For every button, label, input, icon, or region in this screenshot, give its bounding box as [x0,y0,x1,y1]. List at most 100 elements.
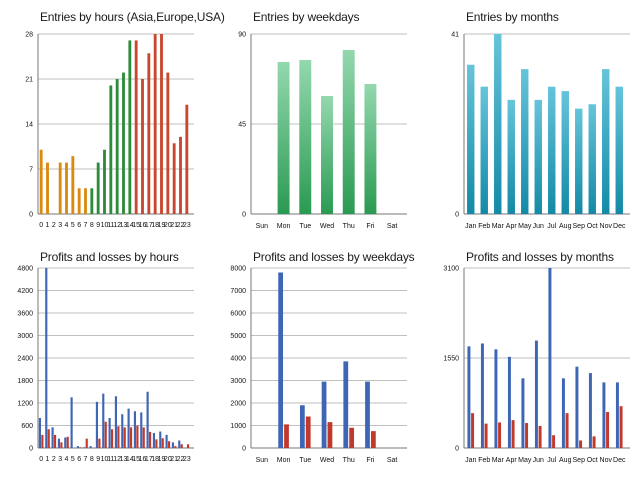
loss-bar [619,406,623,448]
x-tick-label: 18 [151,222,159,229]
loss-bar [186,444,190,448]
x-tick-label: Tue [299,223,311,230]
loss-bar [110,429,114,448]
bar [65,162,68,214]
x-tick-label: Mar [492,223,505,230]
profit-bar [89,446,92,448]
profit-bar [38,418,42,448]
x-tick-label: 21 [170,222,178,229]
x-tick-label: 10 [101,456,109,463]
bar [561,91,569,214]
bar [575,108,583,214]
profit-bar [480,343,484,448]
x-tick-label: Tue [299,457,311,464]
x-tick-label: 22 [177,456,185,463]
profit-bar [159,431,162,448]
bar [46,162,49,214]
bar [172,143,176,214]
profit-bar [321,381,327,448]
y-tick-label: 21 [25,77,33,84]
x-tick-label: Sep [573,223,586,230]
x-tick-label: Nov [600,223,613,230]
x-tick-label: 11 [107,456,114,463]
y-tick-label: 8000 [230,266,246,273]
x-tick-label: 7 [84,222,88,229]
x-tick-label: 21 [170,456,178,463]
profit-bar [76,446,80,448]
profit-bar [561,378,565,448]
profit-bar [494,349,498,448]
x-tick-label: Jan [465,457,476,464]
x-tick-label: May [518,223,532,230]
profit-bar [534,340,538,448]
x-tick-label: 7 [84,456,88,463]
bar [494,34,502,214]
profit-bar [140,412,143,448]
bar [534,99,542,214]
profit-bar [146,391,149,448]
y-tick-label: 0 [455,212,459,219]
loss-bar [579,440,583,448]
x-tick-label: Sun [256,457,269,464]
bar [147,53,151,215]
x-tick-label: 14 [126,222,134,229]
x-tick-label: 5 [71,456,75,463]
x-tick-label: Sat [387,223,398,230]
bar [160,34,163,214]
chart-title: Entries by weekdays [253,10,360,24]
chart-title: Profits and losses by hours [40,250,179,264]
y-tick-label: 7000 [230,288,246,295]
y-tick-label: 0 [29,446,33,453]
chart-pl-by-months: Profits and losses by months 0 1550 3100 Ja… [426,240,639,480]
y-tick-label: 2000 [230,401,246,408]
bar [115,79,119,214]
x-tick-label: 13 [120,222,128,229]
x-tick-label: Jan [465,223,476,230]
chart-svg-months: 0 41 Jan Feb Mar Apr May Jun Jul Aug Sep Oct Nov Dec [451,32,630,230]
profit-bar [95,401,99,448]
x-tick-label: Wed [320,223,334,230]
bar [166,72,170,214]
x-tick-label: 16 [139,222,147,229]
x-tick-label: Feb [478,457,490,464]
loss-bar [349,427,355,448]
y-tick-label: 1550 [443,356,459,363]
bar [90,188,94,214]
profit-bar [615,382,619,448]
bar [588,104,596,214]
chart-svg-pl-months: 0 1550 3100 Jan Feb Mar Apr May Jun Jul Aug Sep Oct N… [443,266,630,464]
x-tick-label: Sep [573,457,586,464]
x-tick-label: Feb [478,223,490,230]
x-tick-label: 15 [132,456,140,463]
bar [507,99,515,214]
x-tick-label: 17 [145,456,153,463]
x-tick-label: Oct [587,457,598,464]
loss-bar [129,427,133,448]
loss-bar [47,429,50,448]
y-tick-label: 3100 [443,266,459,273]
profit-bar [467,346,471,448]
loss-bar [98,438,101,448]
x-tick-label: 0 [39,222,43,229]
loss-bar [66,436,69,448]
chart-title: Profits and losses by months [466,250,614,264]
loss-bar [565,413,569,448]
x-tick-label: Dec [613,223,626,230]
bar [122,72,125,214]
y-tick-label: 0 [455,446,459,453]
x-tick-label: 20 [164,222,172,229]
y-tick-label: 3000 [17,333,33,340]
x-tick-label: 4 [65,222,69,229]
loss-bar [606,412,610,448]
x-tick-label: 19 [158,222,166,229]
profit-bar [102,393,105,448]
bar [109,85,113,214]
x-tick-label: 10 [101,222,109,229]
loss-bar [370,431,376,448]
x-tick-label: 15 [132,222,140,229]
x-tick-label: 20 [164,456,172,463]
bar [615,86,623,214]
x-tick-label: Mar [492,457,505,464]
bar [71,156,75,214]
